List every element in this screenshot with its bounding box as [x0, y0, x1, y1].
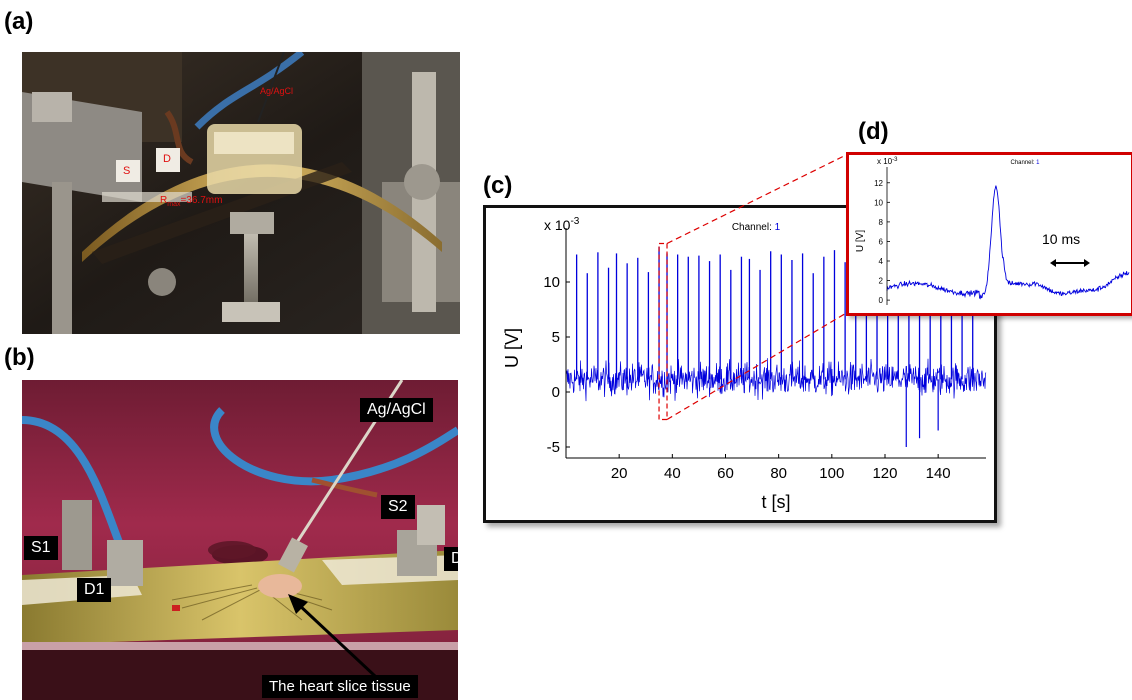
inset-y-tick-label: 4 [879, 257, 884, 266]
inset-y-tick-label: 0 [879, 296, 884, 305]
highlight-window [658, 242, 668, 421]
x-tick-label: 100 [819, 465, 844, 482]
inset-y-multiplier: x 10-3 [877, 157, 898, 166]
inset-y-tick-label: 6 [879, 237, 884, 246]
x-tick-label: 80 [770, 465, 787, 482]
rmax-symbol: R [160, 195, 168, 206]
inset-y-tick-label: 8 [879, 218, 884, 227]
y-tick-label: 0 [552, 384, 560, 401]
chart-title: Channel: 1 [732, 222, 781, 233]
y-tick-label: -5 [547, 439, 560, 456]
chart-title-channel: 1 [775, 222, 781, 233]
panel-b-photo-illustration [22, 380, 458, 700]
inset-chart-title-channel: 1 [1036, 160, 1040, 166]
x-tick-label: 60 [717, 465, 734, 482]
inset-y-multiplier-exp: -3 [892, 157, 898, 163]
chart-title-prefix: Channel: [732, 222, 775, 233]
inset-y-axis-label: U [V] [855, 230, 866, 252]
inset-y-tick-label: 12 [874, 179, 883, 188]
inset-trace [886, 185, 1130, 300]
x-tick-label: 140 [926, 465, 951, 482]
y-multiplier: x 10-3 [544, 216, 580, 233]
y-tick-label: 5 [552, 329, 560, 346]
panel-a-rmax-label: Rmax=36.7mm [160, 195, 222, 208]
rmax-value: =36.7mm [180, 195, 223, 206]
scale-bar [1050, 259, 1090, 267]
panel-b-photo: Ag/AgCl S1 D1 S2 D2 [22, 380, 458, 700]
panel-b-letter: (b) [4, 344, 35, 371]
panel-a-d-label: D [163, 153, 171, 165]
panel-a-ag-label: Ag/AgCl [260, 86, 294, 96]
scale-bar-label: 10 ms [1042, 231, 1081, 247]
inset-chart-title-prefix: Channel: [1010, 160, 1036, 166]
panel-d-chart: 0 2 4 6 8 10 12 x 10-3 Channel: 1 U [V] [855, 157, 1130, 305]
panel-b-d1-tag: D1 [77, 578, 112, 602]
x-tick-label: 40 [664, 465, 681, 482]
panel-a-photo-illustration [22, 52, 460, 334]
panel-b-s2-tag: S2 [381, 495, 415, 519]
noise-trace [565, 358, 987, 402]
panel-d-letter: (d) [858, 118, 889, 145]
panel-b-tissue-tag: The heart slice tissue [262, 675, 418, 698]
panel-b-d2-tag: D2 [444, 547, 458, 571]
panel-b-ag-tag: Ag/AgCl [360, 398, 433, 422]
y-tick-label: 10 [543, 274, 560, 291]
y-axis-label: U [V] [502, 328, 522, 368]
panel-a-letter: (a) [4, 8, 34, 35]
y-multiplier-exp: -3 [570, 216, 579, 227]
panel-b-s1-tag: S1 [24, 536, 58, 560]
panel-c-letter: (c) [483, 172, 513, 199]
panel-a-photo: Ag/AgCl S D Rmax=36.7mm [22, 52, 460, 334]
inset-y-tick-label: 10 [874, 198, 883, 207]
rmax-subscript: max [167, 201, 181, 208]
panel-d-chart-frame: 0 2 4 6 8 10 12 x 10-3 Channel: 1 U [V] 10 ms [846, 152, 1132, 316]
x-tick-label: 20 [611, 465, 628, 482]
inset-y-tick-label: 2 [879, 277, 884, 286]
x-axis-label: t [s] [761, 492, 790, 512]
inset-chart-title: Channel: 1 [1010, 160, 1040, 166]
x-tick-label: 120 [872, 465, 897, 482]
panel-a-s-label: S [123, 165, 131, 177]
